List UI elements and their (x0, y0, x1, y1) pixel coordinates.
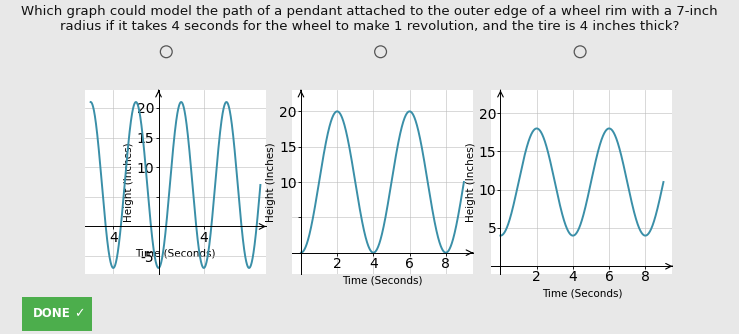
Y-axis label: Height (Inches): Height (Inches) (124, 142, 134, 222)
X-axis label: Time (Seconds): Time (Seconds) (542, 289, 622, 299)
Text: Which graph could model the path of a pendant attached to the outer edge of a wh: Which graph could model the path of a pe… (21, 5, 718, 33)
Text: DONE: DONE (33, 308, 70, 320)
Y-axis label: Height (Inches): Height (Inches) (266, 142, 276, 222)
X-axis label: Time (Seconds): Time (Seconds) (342, 275, 423, 285)
Text: ✓: ✓ (75, 308, 85, 320)
Y-axis label: Height (Inches): Height (Inches) (466, 142, 476, 222)
X-axis label: Time (Seconds): Time (Seconds) (135, 249, 216, 259)
